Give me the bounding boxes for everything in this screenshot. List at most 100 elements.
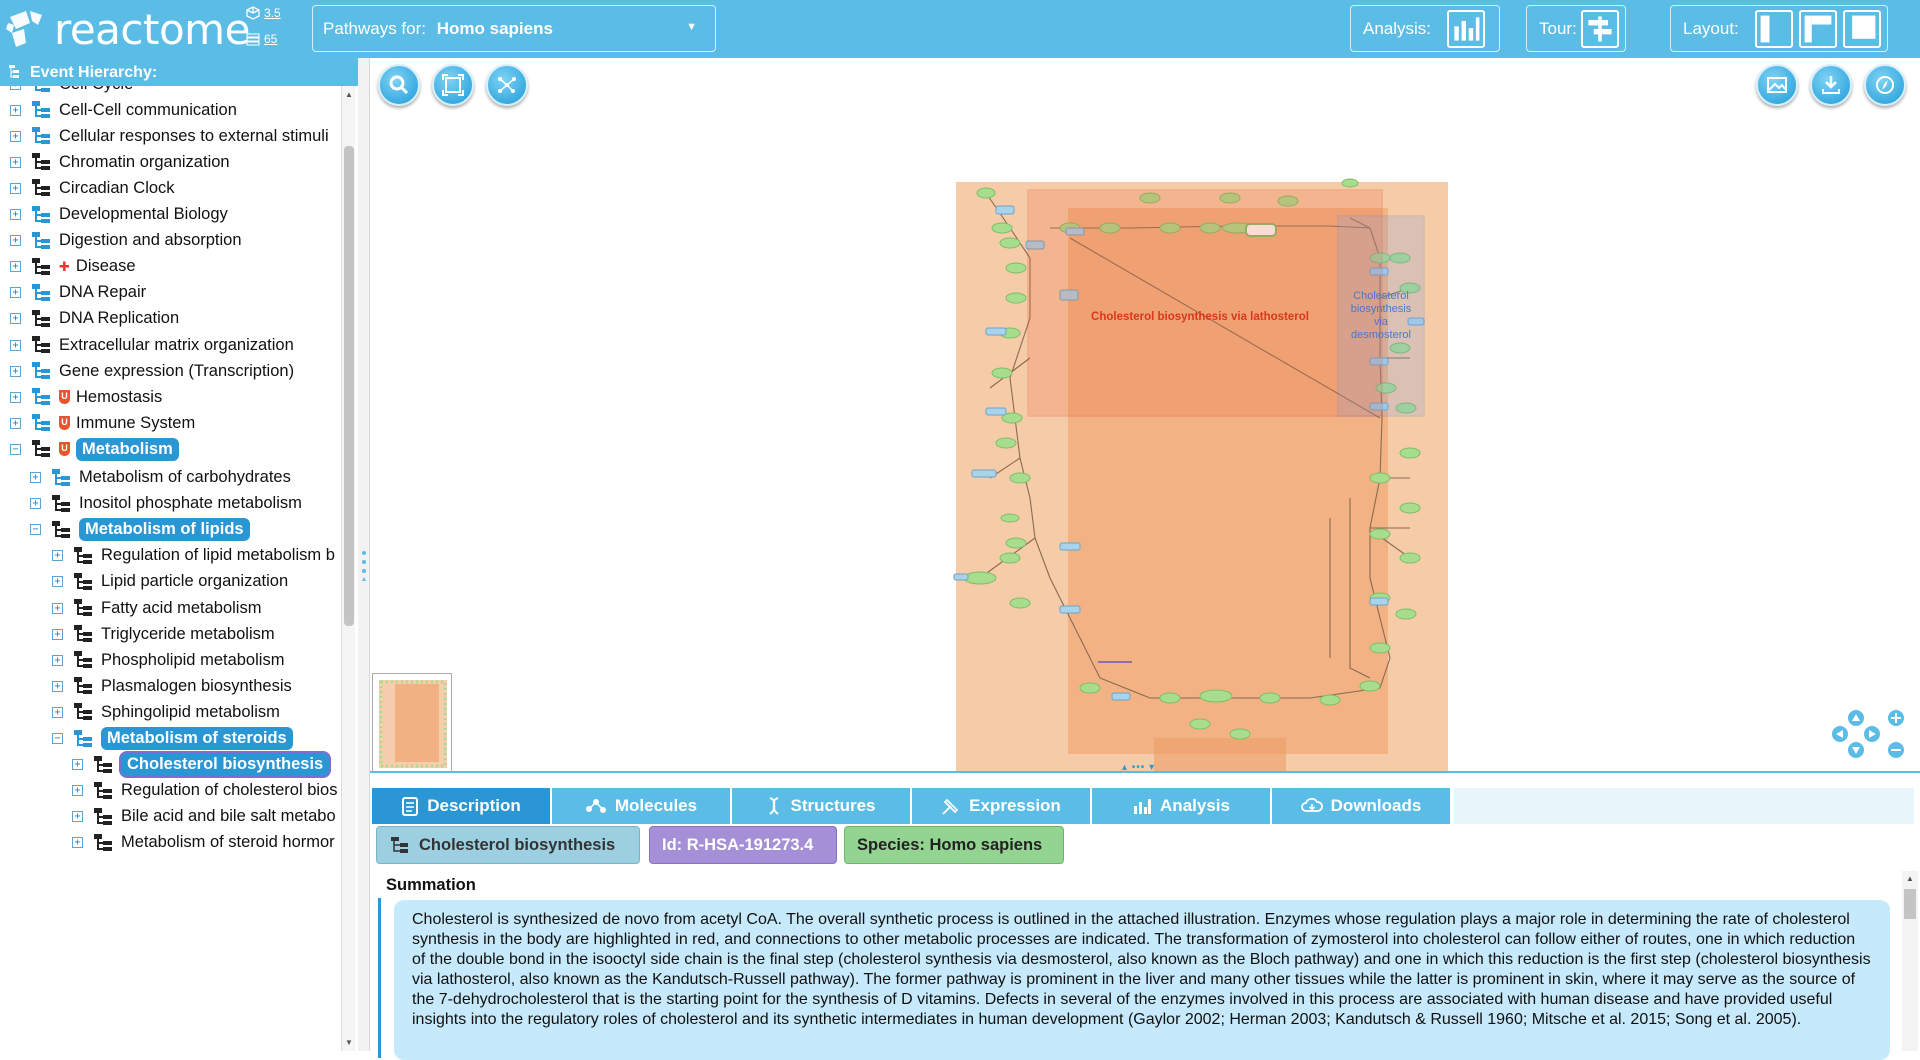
expand-icon[interactable]: + bbox=[10, 104, 21, 116]
expand-icon[interactable]: + bbox=[52, 576, 63, 588]
resize-handle-icon[interactable]: ▴ ••• ▾ bbox=[1122, 762, 1156, 773]
tree-item[interactable]: + DNA Replication bbox=[10, 307, 179, 331]
tab-molecules[interactable]: Molecules bbox=[552, 788, 730, 824]
expand-icon[interactable]: + bbox=[72, 811, 83, 823]
expand-icon[interactable]: + bbox=[52, 654, 63, 666]
expand-icon[interactable]: + bbox=[10, 339, 21, 351]
tree-item-label[interactable]: Cellular responses to external stimuli bbox=[59, 126, 329, 145]
tab-expression[interactable]: Expression bbox=[912, 788, 1090, 824]
tree-item-label[interactable]: Cell-Cell communication bbox=[59, 100, 237, 119]
tree-item[interactable]: + Metabolism of carbohydrates bbox=[30, 466, 291, 490]
tree-item[interactable]: + Digestion and absorption bbox=[10, 229, 242, 253]
region-desmosterol[interactable] bbox=[1337, 215, 1425, 417]
illustration-button[interactable] bbox=[1864, 64, 1906, 106]
export-image-button[interactable] bbox=[1756, 64, 1798, 106]
tree-item[interactable]: + Cell Cycle bbox=[10, 86, 133, 96]
tree-item-label[interactable]: Hemostasis bbox=[76, 387, 163, 406]
tree-item-label[interactable]: Circadian Clock bbox=[59, 178, 175, 197]
expand-icon[interactable]: + bbox=[72, 785, 83, 797]
diagram-thumbnail[interactable] bbox=[372, 673, 452, 773]
compartment-bottom[interactable] bbox=[1154, 738, 1286, 773]
tree-item-label[interactable]: Plasmalogen biosynthesis bbox=[101, 676, 292, 695]
tree-item[interactable]: − Metabolism of steroids bbox=[52, 727, 293, 751]
tour-button[interactable]: Tour: bbox=[1526, 5, 1626, 52]
expand-icon[interactable]: + bbox=[10, 130, 21, 142]
expand-icon[interactable]: + bbox=[10, 365, 21, 377]
tree-item-label[interactable]: Triglyceride metabolism bbox=[101, 624, 275, 643]
expand-icon[interactable]: + bbox=[30, 498, 41, 510]
expand-icon[interactable]: + bbox=[52, 628, 63, 640]
tree-item[interactable]: + Triglyceride metabolism bbox=[52, 622, 275, 646]
tree-item[interactable]: + Chromatin organization bbox=[10, 150, 230, 174]
expand-icon[interactable]: + bbox=[52, 680, 63, 692]
tree-item-label[interactable]: Sphingolipid metabolism bbox=[101, 702, 280, 721]
tree-item-label[interactable]: DNA Repair bbox=[59, 283, 147, 302]
tree-item-label[interactable]: Lipid particle organization bbox=[101, 572, 289, 591]
tree-item[interactable]: + Plasmalogen biosynthesis bbox=[52, 674, 292, 698]
event-tree[interactable]: + Cell Cycle + Cell-Cell communication + Cell… bbox=[0, 86, 340, 1051]
tree-item-label[interactable]: Metabolism of steroid hormor bbox=[121, 833, 335, 852]
tree-item[interactable]: + ✚ Disease bbox=[10, 255, 136, 279]
tree-item[interactable]: + Circadian Clock bbox=[10, 176, 175, 200]
tree-item[interactable]: + Extracellular matrix organization bbox=[10, 333, 294, 357]
expand-icon[interactable]: + bbox=[10, 261, 21, 273]
expand-icon[interactable]: + bbox=[72, 759, 83, 771]
tree-item-label[interactable]: Digestion and absorption bbox=[59, 231, 242, 250]
tree-item-label[interactable]: Phospholipid metabolism bbox=[101, 650, 285, 669]
expand-icon[interactable]: + bbox=[52, 550, 63, 562]
pan-zoom-controls[interactable] bbox=[1830, 708, 1906, 760]
expand-icon[interactable]: + bbox=[10, 391, 21, 403]
tree-item[interactable]: + Lipid particle organization bbox=[52, 570, 288, 594]
fireworks-button[interactable] bbox=[486, 64, 528, 106]
tree-item[interactable]: + Bile acid and bile salt metabo bbox=[72, 805, 336, 829]
expand-icon[interactable]: + bbox=[10, 235, 21, 247]
fit-all-button[interactable] bbox=[432, 64, 474, 106]
scroll-up-icon[interactable]: ▲ bbox=[345, 90, 353, 99]
tree-item-label[interactable]: Disease bbox=[75, 257, 136, 276]
tree-item-label[interactable]: Metabolism of lipids bbox=[79, 518, 250, 542]
tree-item-label[interactable]: Regulation of lipid metabolism b bbox=[101, 546, 335, 565]
compartment-inner[interactable] bbox=[1068, 208, 1388, 754]
tree-item-label[interactable]: Metabolism of steroids bbox=[101, 727, 293, 750]
tree-item[interactable]: + Phospholipid metabolism bbox=[52, 648, 284, 672]
tree-item-label[interactable]: Chromatin organization bbox=[59, 152, 230, 171]
tree-item-label[interactable]: Immune System bbox=[76, 413, 196, 432]
expand-icon[interactable]: + bbox=[72, 837, 83, 849]
expand-icon[interactable]: + bbox=[10, 209, 21, 220]
tree-scrollbar[interactable]: ▲ ▼ bbox=[341, 86, 355, 1051]
reactome-logo[interactable]: reactome bbox=[6, 8, 250, 52]
tree-scrollbar-thumb[interactable] bbox=[344, 146, 354, 626]
expand-icon[interactable]: + bbox=[10, 417, 21, 429]
tab-downloads[interactable]: Downloads bbox=[1272, 788, 1450, 824]
tree-item[interactable]: + Cellular responses to external stimuli bbox=[10, 124, 329, 148]
pathway-canvas[interactable]: Cholesterol biosynthesis via lathosterol… bbox=[370, 58, 1920, 773]
tree-item-label[interactable]: Metabolism of carbohydrates bbox=[79, 468, 291, 486]
download-button[interactable] bbox=[1810, 64, 1852, 106]
tree-item[interactable]: + U Immune System bbox=[10, 411, 195, 435]
panel-splitter[interactable] bbox=[358, 58, 370, 1051]
tree-item[interactable]: + U Hemostasis bbox=[10, 385, 162, 409]
pathway-diagram[interactable]: Cholesterol biosynthesis via lathosterol… bbox=[370, 58, 1920, 773]
tab-analysis[interactable]: Analysis bbox=[1092, 788, 1270, 824]
tree-item[interactable]: + Regulation of cholesterol bios bbox=[72, 779, 337, 803]
release-link[interactable]: 65 bbox=[264, 32, 278, 46]
tree-item-label[interactable]: Fatty acid metabolism bbox=[101, 598, 262, 617]
tree-item[interactable]: + Fatty acid metabolism bbox=[52, 596, 261, 620]
tree-item[interactable]: + Inositol phosphate metabolism bbox=[30, 492, 302, 516]
tree-item[interactable]: + DNA Repair bbox=[10, 281, 146, 305]
tree-item[interactable]: + Cell-Cell communication bbox=[10, 98, 237, 122]
tree-item[interactable]: − U Metabolism bbox=[10, 437, 179, 461]
analysis-button[interactable]: Analysis: bbox=[1350, 5, 1500, 52]
expand-icon[interactable]: + bbox=[10, 287, 21, 299]
region-lathosterol[interactable] bbox=[1027, 189, 1383, 417]
splitter-grip-icon[interactable] bbox=[361, 548, 367, 588]
expand-icon[interactable]: + bbox=[10, 86, 21, 90]
collapse-icon[interactable]: − bbox=[10, 443, 21, 455]
tree-item[interactable]: + Regulation of lipid metabolism b bbox=[52, 544, 335, 568]
details-scrollbar-thumb[interactable] bbox=[1904, 889, 1916, 919]
tree-item-label[interactable]: Inositol phosphate metabolism bbox=[79, 494, 302, 513]
tree-item-label[interactable]: Developmental Biology bbox=[59, 205, 228, 223]
details-scrollbar[interactable]: ▲ bbox=[1902, 871, 1918, 1051]
tab-structures[interactable]: Structures bbox=[732, 788, 910, 824]
tree-item-label[interactable]: Bile acid and bile salt metabo bbox=[121, 807, 336, 826]
